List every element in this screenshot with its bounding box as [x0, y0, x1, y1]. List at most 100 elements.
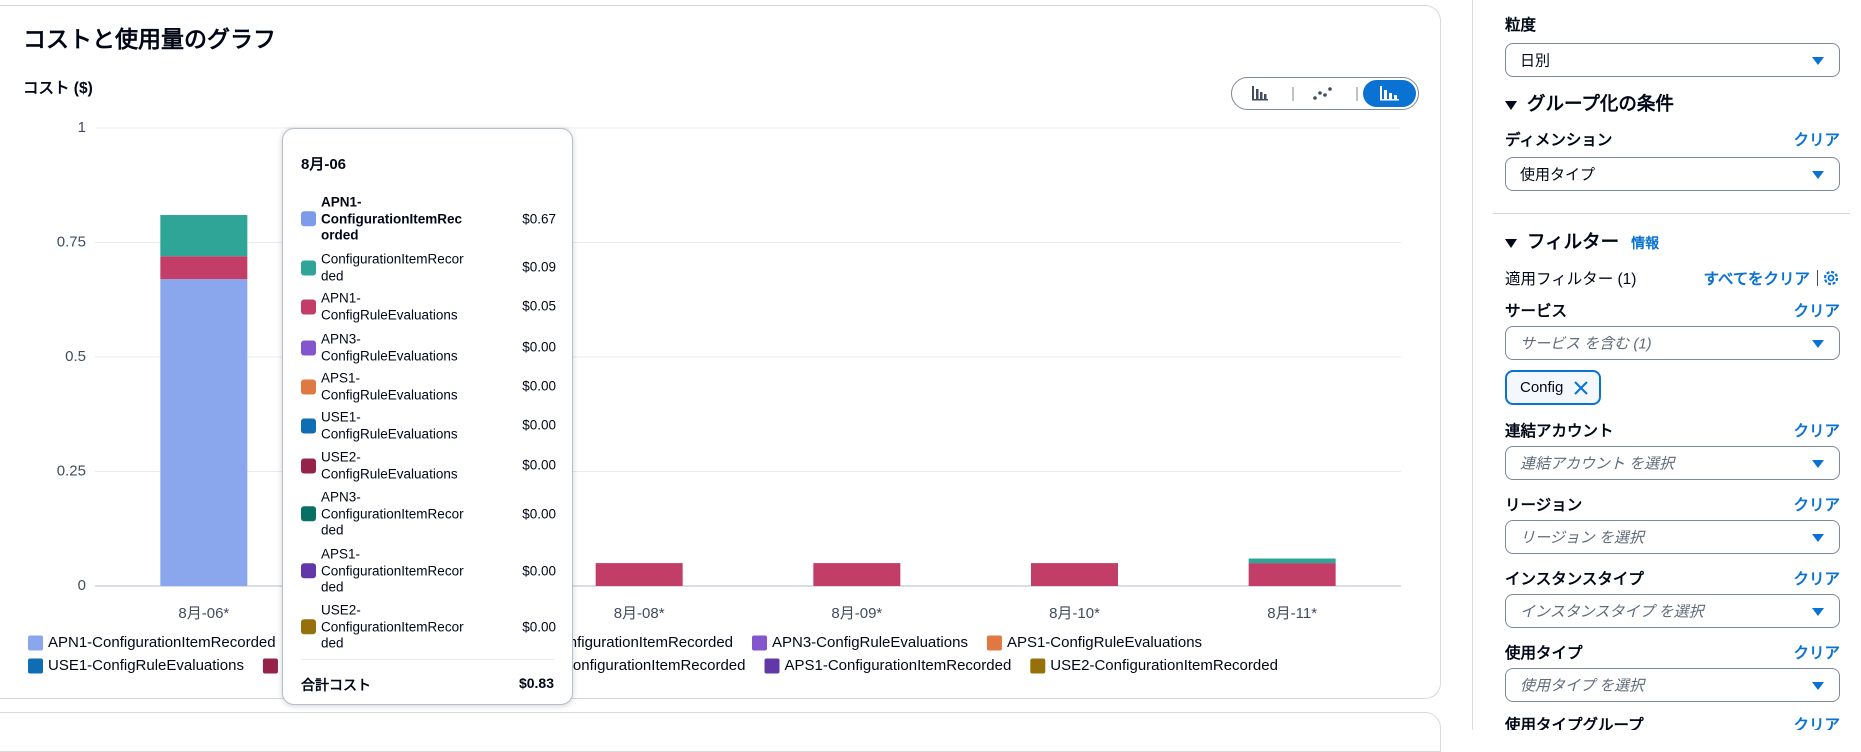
line-icon[interactable] [1313, 87, 1332, 100]
dropdown[interactable]: インスタンスタイプ を選択 [1505, 594, 1840, 628]
chart-type-icons [1252, 80, 1416, 107]
filter-label: リージョン [1505, 497, 1583, 514]
filter-title: フィルター [1527, 231, 1620, 252]
clear-link[interactable]: クリア [1793, 303, 1840, 320]
dropdown[interactable]: 使用タイプ を選択 [1505, 668, 1840, 702]
tooltip-name: USE2-ConfigRuleEvaluations [321, 449, 458, 482]
legend-label: APN3-ConfigRuleEvaluations [772, 634, 968, 651]
dropdown-value: 連結アカウント を選択 [1520, 455, 1675, 473]
tooltip-row: APN3-ConfigRuleEvaluations $0.00 [301, 332, 556, 365]
dropdown[interactable]: 連結アカウント を選択 [1505, 446, 1840, 480]
legend-swatch [764, 658, 780, 674]
dropdown[interactable]: リージョン を選択 [1505, 520, 1840, 554]
clear-link[interactable]: クリア [1793, 497, 1840, 514]
legend-swatch [986, 635, 1002, 651]
tooltip-value: $0.00 [522, 417, 556, 433]
clear-link[interactable]: クリア [1793, 132, 1840, 149]
tooltip-swatch [301, 379, 316, 395]
y-tick-label: 1 [78, 119, 86, 136]
tooltip-swatch [301, 299, 316, 315]
legend-label: USE2-ConfigurationItemRecorded [1050, 657, 1278, 674]
y-tick-label: 0.5 [65, 348, 86, 365]
x-tick-label: 8月-09* [831, 605, 882, 622]
caret [1812, 57, 1824, 65]
dropdown-value: リージョン を選択 [1520, 529, 1644, 547]
group-by-title: グループ化の条件 [1527, 93, 1674, 114]
tooltip-swatch [301, 563, 316, 579]
tooltip-row: APS1-ConfigurationItemRecorded $0.00 [301, 546, 556, 596]
filter-token[interactable]: Config [1505, 370, 1602, 405]
tooltip-name: USE1-ConfigRuleEvaluations [321, 409, 458, 442]
applied-filters: 適用フィルター (1) [1505, 271, 1637, 288]
next-card [0, 712, 1441, 752]
bar-segment [1248, 558, 1336, 564]
clear-link[interactable]: クリア [1793, 717, 1840, 730]
granularity-label: 粒度 [1505, 17, 1537, 34]
dropdown[interactable]: 使用タイプ [1505, 157, 1840, 191]
tooltip-swatch [301, 260, 316, 276]
tooltip-swatch [301, 340, 316, 356]
tooltip-name: APS1-ConfigurationItemRecorded [321, 546, 464, 595]
separator [1817, 270, 1818, 286]
tooltip-swatch [301, 458, 316, 474]
x-tick-label: 8月-06* [178, 605, 229, 622]
legend-swatch [752, 635, 767, 651]
tooltip-row: ConfigurationItemRecorded $0.09 [301, 252, 556, 285]
tooltip-row: APN3-ConfigurationItemRecorded $0.00 [301, 489, 556, 539]
tooltip-value: $0.00 [522, 378, 556, 394]
bar-segment [1031, 563, 1118, 586]
bar-segment [595, 563, 683, 586]
dimension-label: ディメンション [1505, 132, 1613, 149]
panel-title: コストと使用量のグラフ [23, 26, 276, 52]
total-label: 合計コスト [301, 677, 371, 693]
dropdown-value: 使用タイプ [1520, 166, 1596, 184]
legend-label: USE1-ConfigRuleEvaluations [48, 657, 244, 674]
filter-label: 使用タイプ [1505, 645, 1583, 662]
filter-header[interactable]: フィルター 情報 [1505, 228, 1659, 254]
tooltip-swatch [301, 418, 316, 434]
tooltip-row: USE2-ConfigurationItemRecorded $0.00 [301, 602, 556, 652]
x-tick-label: 8月-10* [1049, 605, 1100, 622]
tooltip-value: $0.05 [522, 298, 556, 314]
group-by-header[interactable]: グループ化の条件 [1505, 90, 1674, 116]
y-axis-label: コスト ($) [23, 80, 93, 97]
legend-label: ConfigurationItemRecorded [550, 634, 733, 651]
tooltip-value: $0.00 [522, 618, 556, 634]
caret [1812, 460, 1824, 468]
settings-icon[interactable] [1822, 269, 1840, 287]
dropdown[interactable]: サービス を含む (1) [1505, 326, 1840, 360]
token-remove[interactable] [1573, 380, 1589, 396]
clear-link[interactable]: クリア [1793, 423, 1840, 440]
chart-type-toggle[interactable] [1231, 77, 1419, 110]
chart: 0 0.25 0.5 0.75 1 8月-06* 8月-08* 8月-09* 8月-10* 8月-… [28, 119, 1401, 674]
stacked-icon [1380, 86, 1399, 101]
tooltip-separator [301, 659, 554, 660]
info-link[interactable]: 情報 [1631, 235, 1660, 251]
bar-segment [160, 256, 248, 280]
divider [1493, 213, 1850, 214]
token-label: Config [1520, 379, 1564, 396]
tooltip-row: USE1-ConfigRuleEvaluations $0.00 [301, 410, 556, 443]
caret [1812, 682, 1824, 690]
caret [1812, 608, 1824, 616]
bar-segment [1248, 563, 1336, 586]
tooltip-title: 8月-06 [301, 156, 347, 173]
legend-label: APS1-ConfigurationItemRecorded [785, 657, 1012, 674]
dropdown[interactable]: 日別 [1505, 43, 1840, 77]
tooltip-value: $0.00 [522, 457, 556, 473]
tooltip-name: APN3-ConfigRuleEvaluations [321, 331, 458, 364]
dropdown-value: インスタンスタイプ を選択 [1520, 603, 1704, 621]
clear-link[interactable]: クリア [1793, 645, 1840, 662]
tooltip-value: $0.09 [522, 259, 556, 275]
tooltip-name: ConfigurationItemRecorded [321, 251, 464, 284]
bar-icon[interactable] [1252, 86, 1268, 101]
clear-link[interactable]: クリア [1793, 571, 1840, 588]
y-tick-label: 0 [78, 577, 86, 594]
x-tick-label: 8月-11* [1267, 605, 1317, 622]
caret [1812, 340, 1824, 348]
tooltip-value: $0.00 [522, 339, 556, 355]
legend-swatch [262, 658, 278, 674]
clear-all-link[interactable]: すべてをクリア [1703, 271, 1811, 288]
tooltip-name: USE2-ConfigurationItemRecorded [321, 602, 464, 651]
